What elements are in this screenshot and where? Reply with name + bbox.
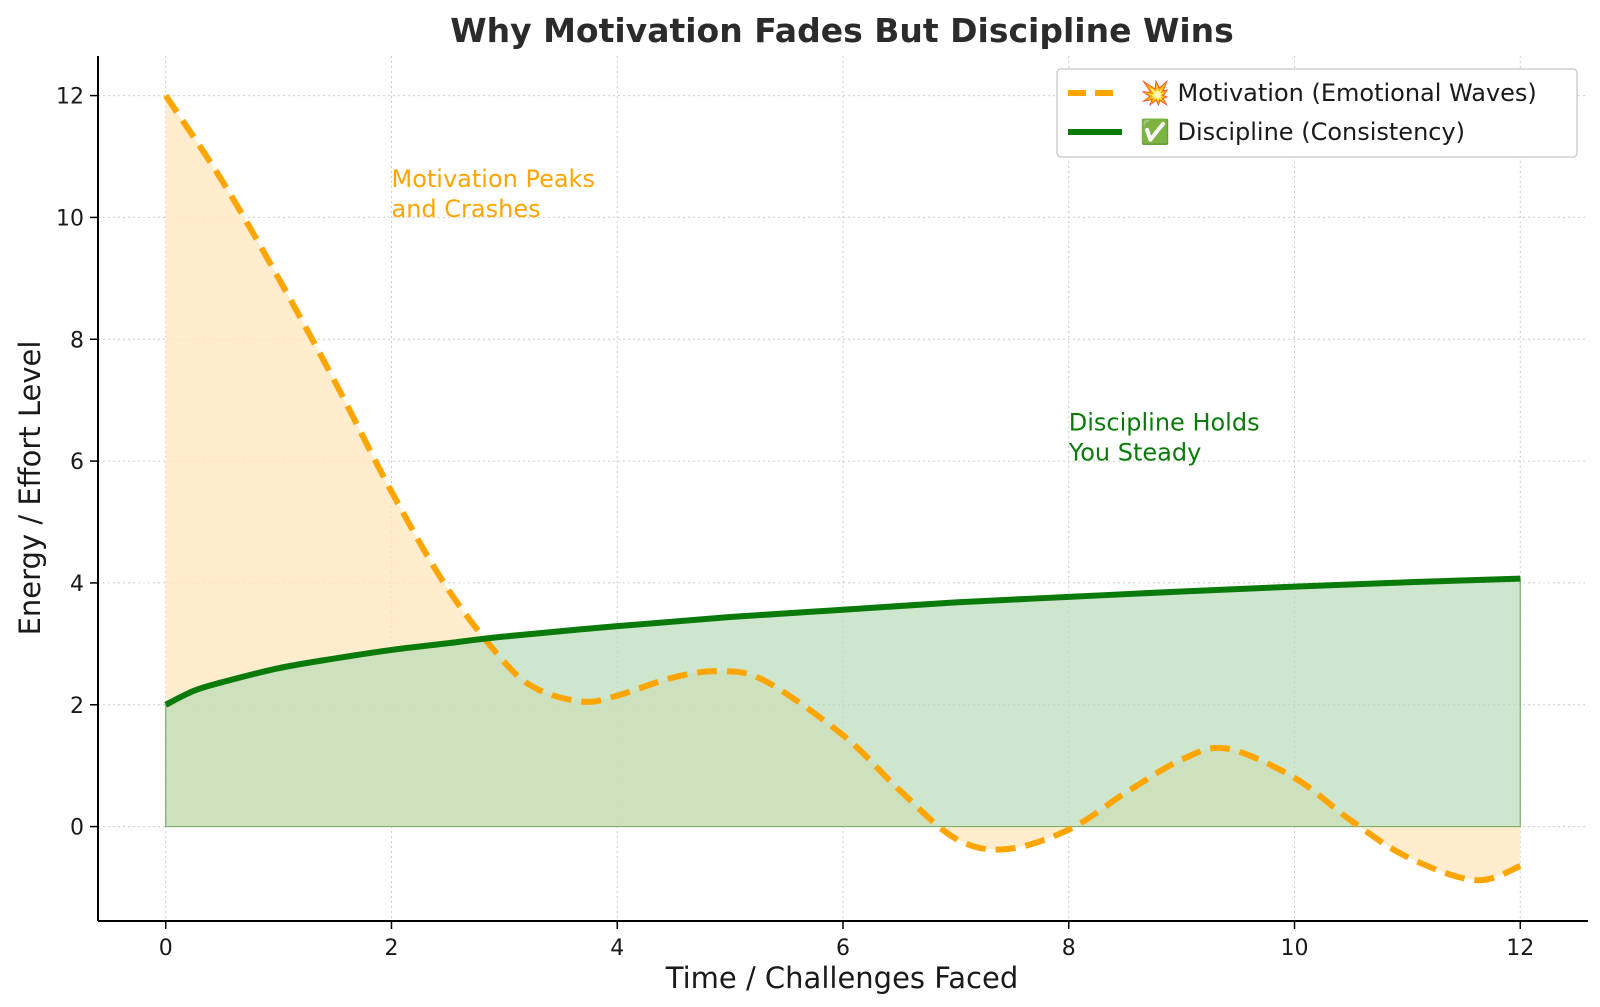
ticks: 0 2 4 6 8 10 12 0 2 4 6 8 10 12 xyxy=(56,85,1534,961)
y-tick-label: 10 xyxy=(56,206,84,231)
annotation-discipline: Discipline Holds You Steady xyxy=(1068,409,1260,467)
x-axis-label: Time / Challenges Faced xyxy=(665,961,1018,995)
x-tick-label: 0 xyxy=(159,936,173,961)
annotation-line: Motivation Peaks xyxy=(391,165,594,193)
y-tick-label: 6 xyxy=(70,450,84,475)
x-tick-label: 2 xyxy=(384,936,398,961)
y-tick-label: 8 xyxy=(70,328,84,353)
series-line-discipline xyxy=(164,575,1521,708)
series-lines xyxy=(163,93,1522,884)
annotation-motivation: Motivation Peaks and Crashes xyxy=(391,165,594,223)
annotation-line: and Crashes xyxy=(391,195,540,223)
x-tick-label: 8 xyxy=(1062,936,1076,961)
legend-label-discipline: ✅ Discipline (Consistency) xyxy=(1140,118,1465,146)
y-tick-label: 12 xyxy=(56,85,84,110)
y-tick-label: 2 xyxy=(70,694,84,719)
legend: 💥 Motivation (Emotional Waves) ✅ Discipl… xyxy=(1056,68,1578,158)
y-axis-label: Energy / Effort Level xyxy=(13,341,47,636)
y-tick-label: 0 xyxy=(70,816,84,841)
x-tick-label: 10 xyxy=(1281,936,1309,961)
y-tick-label: 4 xyxy=(70,572,84,597)
x-tick-label: 12 xyxy=(1506,936,1534,961)
legend-box xyxy=(1056,68,1578,158)
x-tick-label: 4 xyxy=(610,936,624,961)
x-tick-label: 6 xyxy=(836,936,850,961)
annotation-line: You Steady xyxy=(1068,439,1202,467)
annotation-line: Discipline Holds xyxy=(1069,409,1260,437)
legend-label-motivation: 💥 Motivation (Emotional Waves) xyxy=(1140,79,1537,107)
series-line-motivation xyxy=(163,93,1522,884)
annotations: Motivation Peaks and Crashes Discipline Ho… xyxy=(391,165,1259,467)
chart-title: Why Motivation Fades But Discipline Wins xyxy=(450,11,1234,50)
